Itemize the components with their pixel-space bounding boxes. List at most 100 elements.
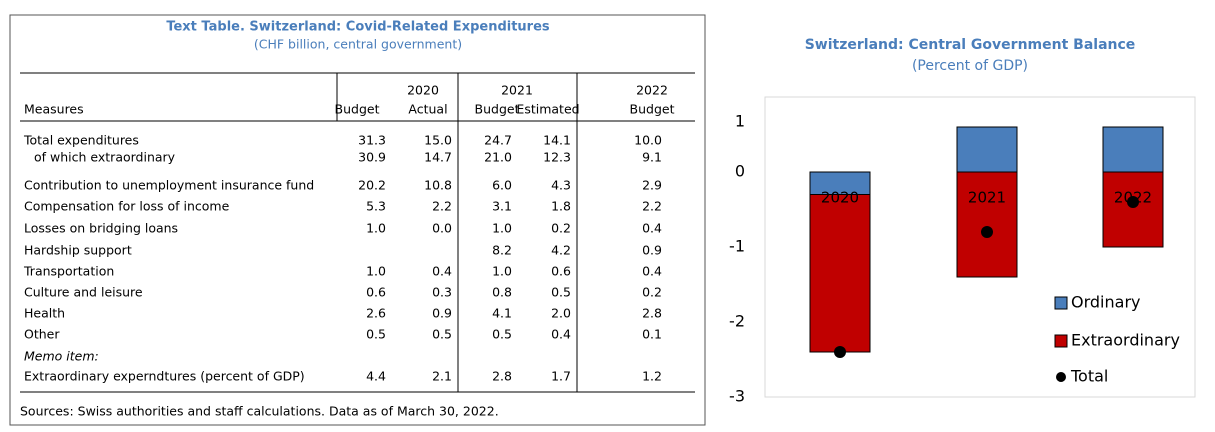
column-header: Budget [630, 102, 675, 117]
cell: 15.0 [424, 133, 452, 148]
cell: 4.3 [551, 178, 571, 193]
y-tick-label: -3 [729, 387, 745, 406]
cell: 4.1 [492, 306, 512, 321]
bar-segment [809, 194, 871, 353]
legend-swatch [1054, 334, 1068, 348]
row-label: Extraordinary experndtures (percent of G… [24, 369, 305, 384]
cell: 1.2 [642, 369, 662, 384]
legend-label: Total [1070, 367, 1108, 386]
cell: 0.6 [366, 285, 386, 300]
bar-segment [956, 126, 1018, 173]
y-tick-label: -1 [729, 237, 745, 256]
table-frame [9, 14, 706, 426]
cell: 6.0 [492, 178, 512, 193]
cell: 0.6 [551, 264, 571, 279]
cell: 3.1 [492, 199, 512, 214]
cell: 0.5 [551, 285, 571, 300]
cell: 8.2 [492, 243, 512, 258]
total-dot [834, 346, 846, 358]
cell: 0.5 [366, 327, 386, 342]
x-tick-label: 2021 [968, 189, 1006, 207]
cell: 0.0 [432, 221, 452, 236]
chart-title: Switzerland: Central Government Balance [805, 37, 1136, 53]
cell: 4.4 [366, 369, 386, 384]
cell: 2.6 [366, 306, 386, 321]
column-header: Budget [475, 102, 520, 117]
y-tick-label: -2 [729, 312, 745, 331]
row-label: Transportation [23, 264, 114, 279]
cell: 14.7 [424, 150, 452, 165]
total-dot [1127, 196, 1139, 208]
cell: 0.2 [642, 285, 662, 300]
cell: 1.0 [492, 221, 512, 236]
cell: 0.2 [551, 221, 571, 236]
cell: 2.8 [492, 369, 512, 384]
cell: 0.4 [642, 264, 662, 279]
year-header: 2022 [636, 83, 668, 98]
row-label: Health [24, 306, 65, 321]
chart-subtitle: (Percent of GDP) [912, 58, 1028, 74]
x-tick-label: 2020 [821, 189, 859, 207]
cell: 21.0 [484, 150, 512, 165]
cell: 4.2 [551, 243, 571, 258]
row-label: Culture and leisure [24, 285, 143, 300]
row-label: of which extraordinary [34, 150, 176, 165]
cell: 10.0 [634, 133, 662, 148]
y-tick-label: 0 [735, 162, 745, 181]
bar-segment [956, 171, 1018, 278]
legend-swatch [1054, 296, 1068, 310]
cell: 0.4 [551, 327, 571, 342]
cell: 24.7 [484, 133, 512, 148]
table-title: Text Table. Switzerland: Covid-Related E… [166, 20, 550, 35]
cell: 2.0 [551, 306, 571, 321]
cell: 9.1 [642, 150, 662, 165]
cell: 0.3 [432, 285, 452, 300]
cell: 5.3 [366, 199, 386, 214]
row-label: Total expenditures [23, 133, 139, 148]
row-label: Other [24, 327, 60, 342]
cell: 2.1 [432, 369, 452, 384]
cell: 1.0 [492, 264, 512, 279]
row-label: Compensation for loss of income [24, 199, 230, 214]
column-header: Estimated [516, 102, 579, 117]
legend-swatch [1056, 372, 1066, 382]
cell: 2.9 [642, 178, 662, 193]
total-dot [981, 226, 993, 238]
cell: 0.8 [492, 285, 512, 300]
cell: 1.8 [551, 199, 571, 214]
year-header: 2021 [501, 83, 533, 98]
year-header: 2020 [407, 83, 439, 98]
cell: 30.9 [358, 150, 386, 165]
table-subtitle: (CHF billion, central government) [254, 37, 462, 52]
row-label: Contribution to unemployment insurance f… [24, 178, 314, 193]
bar-segment [1102, 171, 1164, 248]
legend-label: Ordinary [1071, 293, 1140, 312]
cell: 0.9 [642, 243, 662, 258]
cell: 0.5 [492, 327, 512, 342]
column-header: Actual [408, 102, 447, 117]
cell: 1.7 [551, 369, 571, 384]
row-label: Hardship support [24, 243, 132, 258]
cell: 0.9 [432, 306, 452, 321]
column-header: Measures [24, 102, 84, 117]
bar-segment [1102, 126, 1164, 173]
cell: 10.8 [424, 178, 452, 193]
cell: 0.1 [642, 327, 662, 342]
plot-area [764, 96, 1196, 398]
cell: 0.4 [432, 264, 452, 279]
memo-label: Memo item: [24, 349, 99, 364]
y-tick-label: 1 [735, 112, 745, 131]
cell: 31.3 [358, 133, 386, 148]
cell: 20.2 [358, 178, 386, 193]
column-header: Budget [335, 102, 380, 117]
cell: 12.3 [543, 150, 571, 165]
cell: 1.0 [366, 221, 386, 236]
cell: 0.5 [432, 327, 452, 342]
cell: 0.4 [642, 221, 662, 236]
cell: 2.2 [432, 199, 452, 214]
legend-label: Extraordinary [1071, 331, 1180, 350]
source: Sources: Swiss authorities and staff cal… [20, 404, 499, 419]
cell: 14.1 [543, 133, 571, 148]
cell: 2.8 [642, 306, 662, 321]
